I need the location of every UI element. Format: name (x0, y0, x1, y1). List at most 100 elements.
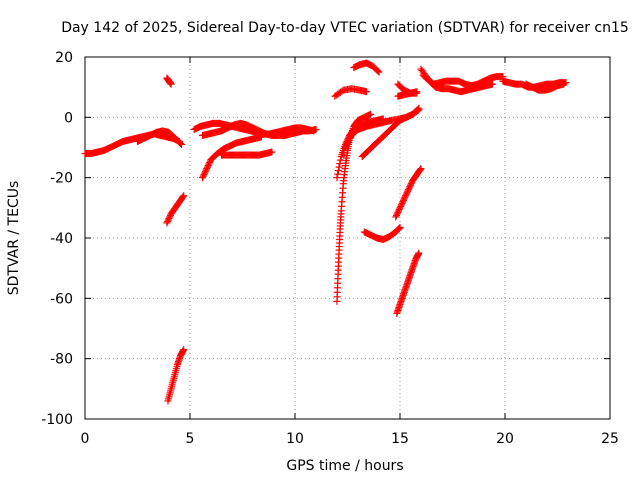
data-point (375, 68, 383, 76)
data-point (257, 133, 265, 141)
data-point (394, 208, 402, 216)
data-point (405, 184, 413, 192)
data-point (374, 67, 382, 75)
x-tick-label: 0 (81, 431, 90, 447)
data-point (203, 165, 211, 173)
data-point (402, 192, 410, 200)
data-point (334, 170, 342, 178)
series-dip-14h (360, 223, 404, 244)
data-point (415, 104, 423, 112)
data-point (312, 125, 320, 133)
data-point (341, 144, 349, 151)
data-point (164, 216, 172, 224)
data-point (200, 171, 208, 179)
series-rise-15h-b (393, 249, 423, 317)
series-band-16h-b (419, 71, 496, 96)
data-point (342, 142, 350, 150)
data-point (202, 166, 210, 174)
series-blob-12h (331, 85, 370, 100)
data-point (402, 190, 410, 198)
data-point (407, 180, 415, 188)
x-tick-label: 15 (391, 431, 409, 447)
data-point (205, 160, 213, 168)
data-point (336, 160, 344, 168)
ticks-layer: 0 5 10 15 20 25 -100 -80 -60 -40 -20 0 20 (41, 50, 619, 447)
data-point (201, 169, 209, 177)
y-tick-label: -80 (50, 352, 73, 368)
data-point (403, 189, 411, 197)
data-point (163, 219, 171, 227)
series-blob-4h (163, 74, 175, 88)
data-point (179, 193, 187, 201)
data-point (395, 225, 403, 233)
series-rise-13h (358, 104, 423, 161)
data-point (406, 183, 414, 191)
data-point (395, 224, 403, 232)
plot-frame (84, 56, 611, 420)
data-point (397, 202, 405, 210)
data-point (180, 192, 188, 200)
series-rise-6h (199, 133, 265, 182)
data-point (399, 198, 407, 206)
data-point (397, 201, 405, 209)
data-point (392, 213, 400, 221)
data-point (180, 346, 188, 354)
y-tick-label: 0 (64, 110, 73, 126)
data-point (178, 140, 186, 148)
data-point (166, 213, 174, 221)
data-point (344, 137, 352, 145)
data-point (401, 193, 409, 201)
data-point (416, 166, 424, 174)
series-band-20h-b (522, 80, 568, 94)
x-tick-label: 5 (186, 431, 195, 447)
y-tick-label: -40 (50, 231, 73, 247)
data-point (395, 205, 403, 213)
data-point (396, 223, 404, 231)
series-flat-7h (218, 148, 276, 159)
x-axis-label: GPS time / hours (286, 458, 403, 474)
data-point (199, 174, 207, 182)
data-point (415, 249, 423, 257)
data-point (393, 210, 401, 218)
series-rise-12h-b (333, 110, 375, 305)
data-point (362, 88, 370, 96)
data-point (343, 140, 351, 148)
data-point (177, 139, 185, 147)
series-arc-13h (350, 59, 383, 76)
x-tick-label: 25 (601, 431, 619, 447)
series-main-band-b (134, 127, 186, 148)
data-point (398, 199, 406, 207)
series-rise-4h-deep (164, 346, 188, 405)
x-tick-label: 20 (496, 431, 514, 447)
series-rise-15h-a (392, 165, 425, 221)
y-axis-label: SDTVAR / TECUs (6, 181, 22, 296)
y-tick-label: -20 (50, 171, 73, 187)
data-marks (81, 59, 570, 405)
chart-title: Day 142 of 2025, Sidereal Day-to-day VTE… (61, 20, 629, 36)
y-tick-label: -100 (41, 412, 73, 428)
data-point (164, 217, 172, 225)
data-point (201, 168, 209, 176)
data-point (335, 163, 343, 171)
data-point (560, 80, 568, 88)
grid-layer (85, 57, 610, 419)
data-point (367, 110, 375, 118)
data-point (333, 174, 341, 182)
data-point (334, 167, 342, 175)
data-point (417, 165, 425, 173)
data-point (165, 214, 173, 222)
data-point (344, 139, 351, 147)
data-point (268, 148, 276, 156)
data-point (400, 195, 408, 203)
data-point (404, 186, 412, 194)
data-point (206, 159, 214, 167)
series-rise-4h (163, 192, 188, 227)
x-tick-label: 10 (286, 431, 304, 447)
data-point (204, 163, 211, 171)
data-point (407, 181, 414, 189)
data-point (204, 162, 212, 170)
data-point (413, 88, 421, 96)
series-band-15h-low (394, 88, 421, 100)
data-point (404, 187, 412, 195)
